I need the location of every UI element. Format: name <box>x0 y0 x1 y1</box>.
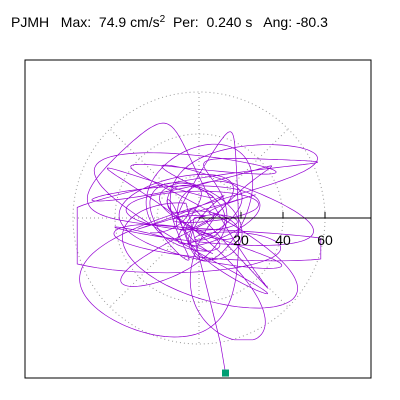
station-code: PJMH <box>11 14 50 30</box>
radial-tick-label: 60 <box>317 232 333 248</box>
period-label: Per: <box>172 14 199 30</box>
max-label: Max: <box>60 14 92 30</box>
angle-label: Ang: <box>263 14 293 30</box>
peak-marker <box>222 369 230 377</box>
radial-axis: 20 40 60 <box>199 212 371 248</box>
radial-tick-label: 20 <box>233 232 249 248</box>
grid-spoke <box>198 128 289 219</box>
plot-frame <box>24 59 372 379</box>
header-title: PJMH Max: 74.9 cm/s2 Per: 0.240 s Ang: -… <box>11 14 328 30</box>
peak-marker-group <box>222 369 230 377</box>
grid-spoke <box>109 128 200 219</box>
radial-tick-label: 40 <box>275 232 291 248</box>
orbit-trace <box>76 122 322 374</box>
period-value: 0.240 s <box>206 14 253 30</box>
max-unit: cm/s <box>130 14 160 30</box>
max-unit-exponent: 2 <box>159 14 166 25</box>
orbit-trace-path <box>76 122 322 374</box>
max-value: 74.9 <box>98 14 127 30</box>
angle-value: -80.3 <box>295 14 328 30</box>
